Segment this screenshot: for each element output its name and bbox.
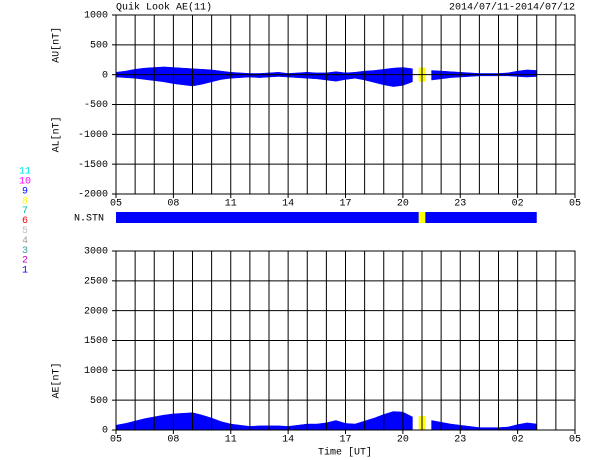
station-legend-label: 7 xyxy=(22,206,28,217)
x-tick-label: 05 xyxy=(569,199,581,210)
y-tick-label: -2000 xyxy=(78,190,108,201)
x-tick-label: 02 xyxy=(512,435,524,446)
y-tick-label: -1000 xyxy=(78,130,108,141)
station-legend-label: 8 xyxy=(22,196,28,207)
x-tick-label: 11 xyxy=(225,199,237,210)
y-tick-label: 0 xyxy=(102,70,108,81)
station-legend-label: 11 xyxy=(19,167,31,178)
date-range: 2014/07/11-2014/07/12 xyxy=(449,2,575,14)
x-tick-label: 05 xyxy=(110,435,122,446)
station-legend-label: 4 xyxy=(22,236,28,247)
station-bar-label: N.STN xyxy=(74,214,104,225)
x-tick-label: 05 xyxy=(569,435,581,446)
y-tick-label: 2500 xyxy=(84,276,108,287)
station-legend-label: 6 xyxy=(22,216,28,227)
station-legend-label: 3 xyxy=(22,246,28,257)
y-tick-label: 1000 xyxy=(84,11,108,22)
plot-frame xyxy=(115,14,576,195)
y-axis-label: AU[nT] xyxy=(51,27,63,63)
x-tick-label: 11 xyxy=(225,435,237,446)
station-legend-label: 10 xyxy=(19,177,31,188)
y-tick-label: 1000 xyxy=(84,366,108,377)
y-tick-label: 500 xyxy=(90,40,108,51)
x-tick-label: 02 xyxy=(512,199,524,210)
station-legend-label: 1 xyxy=(22,266,28,277)
station-legend-label: 9 xyxy=(22,186,28,197)
plot-frame xyxy=(115,250,576,431)
x-tick-label: 14 xyxy=(282,435,294,446)
y-tick-label: 500 xyxy=(90,396,108,407)
y-tick-label: -1500 xyxy=(78,160,108,171)
x-tick-label: 23 xyxy=(454,199,466,210)
x-tick-label: 17 xyxy=(339,435,351,446)
y-tick-label: 3000 xyxy=(84,247,108,258)
station-bar xyxy=(116,212,537,223)
x-tick-label: 17 xyxy=(339,199,351,210)
x-tick-label: 23 xyxy=(454,435,466,446)
x-tick-label: 08 xyxy=(167,199,179,210)
station-gap xyxy=(418,212,426,223)
y-tick-label: 2000 xyxy=(84,306,108,317)
x-tick-label: 08 xyxy=(167,435,179,446)
station-legend-label: 2 xyxy=(22,256,28,267)
x-tick-label: 20 xyxy=(397,199,409,210)
x-tick-label: 14 xyxy=(282,199,294,210)
x-tick-label: 05 xyxy=(110,199,122,210)
y-tick-label: -500 xyxy=(84,100,108,111)
x-axis-label: Time [UT] xyxy=(318,447,372,459)
y-tick-label: 0 xyxy=(102,426,108,437)
chart-title: Quik Look AE(11) xyxy=(116,2,212,14)
y-axis-label: AE[nT] xyxy=(51,362,63,398)
x-tick-label: 20 xyxy=(397,435,409,446)
y-axis-label: AL[nT] xyxy=(51,116,63,152)
station-legend-label: 5 xyxy=(22,226,28,237)
y-tick-label: 1500 xyxy=(84,336,108,347)
